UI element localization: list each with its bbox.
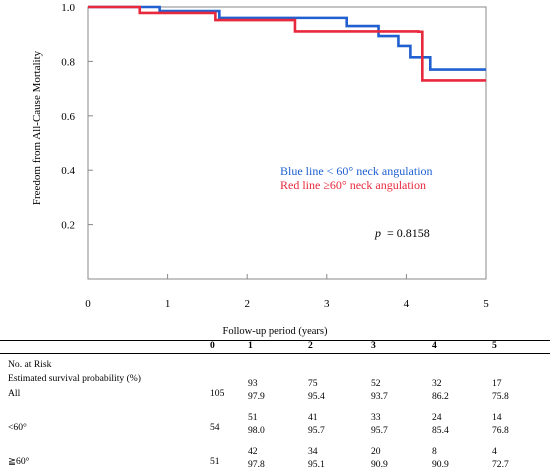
survival-cell: 95.7 xyxy=(308,425,325,436)
at-risk-cell: 20 xyxy=(371,446,381,457)
at-risk-cell: 32 xyxy=(432,378,442,389)
at-risk-cell: 34 xyxy=(308,446,318,457)
survival-cell: 97.8 xyxy=(248,459,265,470)
at-risk-cell: 54 xyxy=(210,422,220,433)
at-risk-cell: 51 xyxy=(210,456,220,467)
risk-header-line-2: Estimated survival probability (%) xyxy=(8,373,141,384)
survival-cell: 95.4 xyxy=(308,391,325,402)
p-value: = 0.8158 xyxy=(387,226,430,240)
x-tick-label: 1 xyxy=(165,298,171,310)
at-risk-cell: 33 xyxy=(371,412,381,423)
risk-row-label: ≧60° xyxy=(8,456,30,467)
x-tick-label: 0 xyxy=(85,298,91,310)
y-tick-label: 0.6 xyxy=(61,111,75,123)
series-line-1 xyxy=(88,5,486,82)
at-risk-cell: 42 xyxy=(248,446,258,457)
at-risk-cell: 105 xyxy=(210,388,225,399)
survival-cell: 95.1 xyxy=(308,459,325,470)
x-tick-label: 5 xyxy=(483,298,489,310)
y-axis-title: Freedom from All-Cause Mortality xyxy=(31,50,43,205)
survival-cell: 97.9 xyxy=(248,391,265,402)
survival-cell: 86.2 xyxy=(432,391,449,402)
legend-red: Red line ≥60° neck angulation xyxy=(280,178,426,192)
x-tick-label: 4 xyxy=(404,298,410,310)
survival-cell: 85.4 xyxy=(432,425,449,436)
survival-cell: 90.9 xyxy=(371,459,388,470)
at-risk-cell: 24 xyxy=(432,412,442,423)
col-header: 4 xyxy=(432,340,437,351)
at-risk-cell: 41 xyxy=(308,412,318,423)
survival-curves xyxy=(88,5,486,82)
legend-blue: Blue line < 60° neck angulation xyxy=(280,164,433,178)
col-header: 5 xyxy=(492,340,497,351)
x-tick-label: 2 xyxy=(244,298,250,310)
p-value-annotation: p = 0.8158 xyxy=(374,226,430,240)
y-tick-label: 1.0 xyxy=(61,2,75,14)
col-header: 3 xyxy=(371,340,376,351)
survival-cell: 75.8 xyxy=(492,391,509,402)
at-risk-cell: 17 xyxy=(492,378,502,389)
survival-cell: 90.9 xyxy=(432,459,449,470)
at-risk-cell: 14 xyxy=(492,412,502,423)
survival-cell: 95.7 xyxy=(371,425,388,436)
x-axis-ticks: 0 1 2 3 4 5 xyxy=(85,274,489,310)
x-axis-title: Follow-up period (years) xyxy=(222,326,328,337)
risk-header-row xyxy=(0,340,550,354)
survival-cell: 93.7 xyxy=(371,391,388,402)
at-risk-cell: 51 xyxy=(248,412,258,423)
at-risk-cell: 75 xyxy=(308,378,318,389)
survival-cell: 72.7 xyxy=(492,459,509,470)
at-risk-cell: 52 xyxy=(371,378,381,389)
x-tick-label: 3 xyxy=(324,298,330,310)
y-tick-label: 0.4 xyxy=(61,165,75,177)
risk-row-label: <60° xyxy=(8,422,27,433)
y-tick-label: 0.2 xyxy=(61,220,75,232)
risk-row-label: All xyxy=(8,388,21,399)
km-chart: 0.2 0.4 0.6 0.8 1.0 0 1 2 3 4 5 Freedom from All-… xyxy=(31,2,489,310)
at-risk-cell: 8 xyxy=(432,446,437,457)
col-header: 0 xyxy=(210,340,215,351)
at-risk-cell: 4 xyxy=(492,446,497,457)
survival-cell: 76.8 xyxy=(492,425,509,436)
col-header: 1 xyxy=(248,340,253,351)
col-header: 2 xyxy=(308,340,313,351)
risk-header-line-1: No. at Risk xyxy=(8,359,52,370)
survival-cell: 98.0 xyxy=(248,425,265,436)
plot-frame xyxy=(87,6,487,280)
y-tick-label: 0.8 xyxy=(61,56,75,68)
p-label: p xyxy=(374,226,381,240)
at-risk-cell: 93 xyxy=(248,378,258,389)
series-line-0 xyxy=(88,5,486,71)
